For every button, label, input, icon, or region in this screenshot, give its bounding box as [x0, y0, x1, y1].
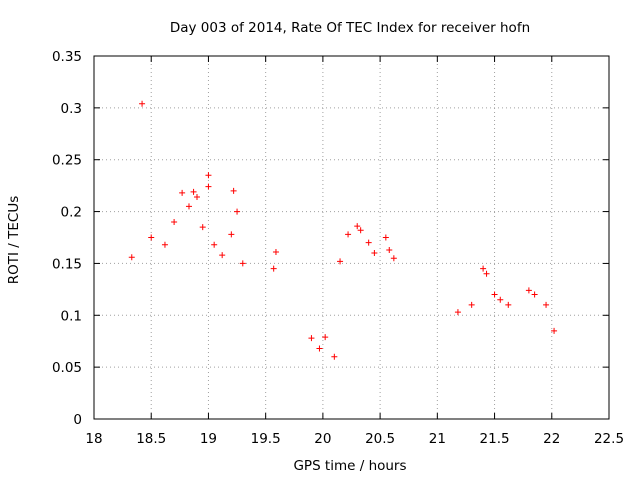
data-point: [211, 241, 218, 248]
data-point: [272, 249, 279, 256]
y-tick-label: 0.25: [52, 153, 82, 169]
data-point: [337, 258, 344, 265]
data-point: [543, 301, 550, 308]
data-point: [354, 223, 361, 230]
y-tick-label: 0.2: [61, 205, 82, 221]
data-point: [480, 265, 487, 272]
data-point: [331, 353, 338, 360]
x-tick-label: 20: [314, 431, 331, 447]
data-point: [491, 291, 498, 298]
y-tick-label: 0.35: [52, 49, 82, 65]
data-point: [497, 296, 504, 303]
data-point: [239, 260, 246, 267]
x-tick-label: 18: [85, 431, 102, 447]
data-point: [551, 327, 558, 334]
x-tick-label: 21.5: [480, 431, 510, 447]
data-point: [128, 254, 135, 261]
data-point: [161, 241, 168, 248]
data-point: [234, 208, 241, 215]
y-tick-label: 0.3: [61, 101, 82, 117]
data-point: [390, 255, 397, 262]
data-point: [483, 270, 490, 277]
y-tick-label: 0.15: [52, 256, 82, 272]
data-points: [128, 100, 558, 360]
data-point: [322, 334, 329, 341]
y-axis-label: ROTI / TECUs: [6, 196, 22, 284]
x-tick-label: 19: [200, 431, 217, 447]
data-point: [308, 335, 315, 342]
data-point: [357, 227, 364, 234]
x-tick-label: 22.5: [594, 431, 624, 447]
data-point: [179, 189, 186, 196]
data-point: [205, 183, 212, 190]
chart-title: Day 003 of 2014, Rate Of TEC Index for r…: [170, 20, 530, 36]
x-axis-label: GPS time / hours: [293, 458, 406, 474]
x-tick-label: 20.5: [365, 431, 395, 447]
y-tick-label: 0.1: [61, 308, 82, 324]
data-point: [386, 246, 393, 253]
plot-frame: [93, 55, 610, 420]
data-point: [345, 231, 352, 238]
data-point: [316, 345, 323, 352]
data-point: [371, 250, 378, 257]
data-point: [382, 234, 389, 241]
data-point: [139, 100, 146, 107]
data-point: [185, 203, 192, 210]
data-point: [190, 188, 197, 195]
data-point: [365, 239, 372, 246]
x-tick-label: 22: [543, 431, 560, 447]
y-tick-label: 0.05: [52, 360, 82, 376]
data-point: [454, 309, 461, 316]
data-point: [468, 301, 475, 308]
data-point: [525, 287, 532, 294]
data-point: [270, 265, 277, 272]
y-tick-label: 0: [73, 412, 82, 428]
data-point: [531, 291, 538, 298]
data-point: [230, 187, 237, 194]
data-point: [148, 234, 155, 241]
data-point: [219, 252, 226, 259]
data-point: [505, 301, 512, 308]
data-point: [171, 218, 178, 225]
axis-ticks: 18 18.5 19 19.5 20 20.5 21 21.5 22 22.5 0 0.05 0.1 0.…: [52, 49, 624, 447]
data-point: [194, 194, 200, 201]
data-point: [205, 172, 212, 179]
x-tick-label: 21: [429, 431, 446, 447]
x-tick-label: 18.5: [136, 431, 166, 447]
x-tick-label: 19.5: [251, 431, 281, 447]
grid-lines: [94, 56, 609, 419]
data-point: [199, 224, 206, 231]
data-point: [228, 231, 235, 238]
